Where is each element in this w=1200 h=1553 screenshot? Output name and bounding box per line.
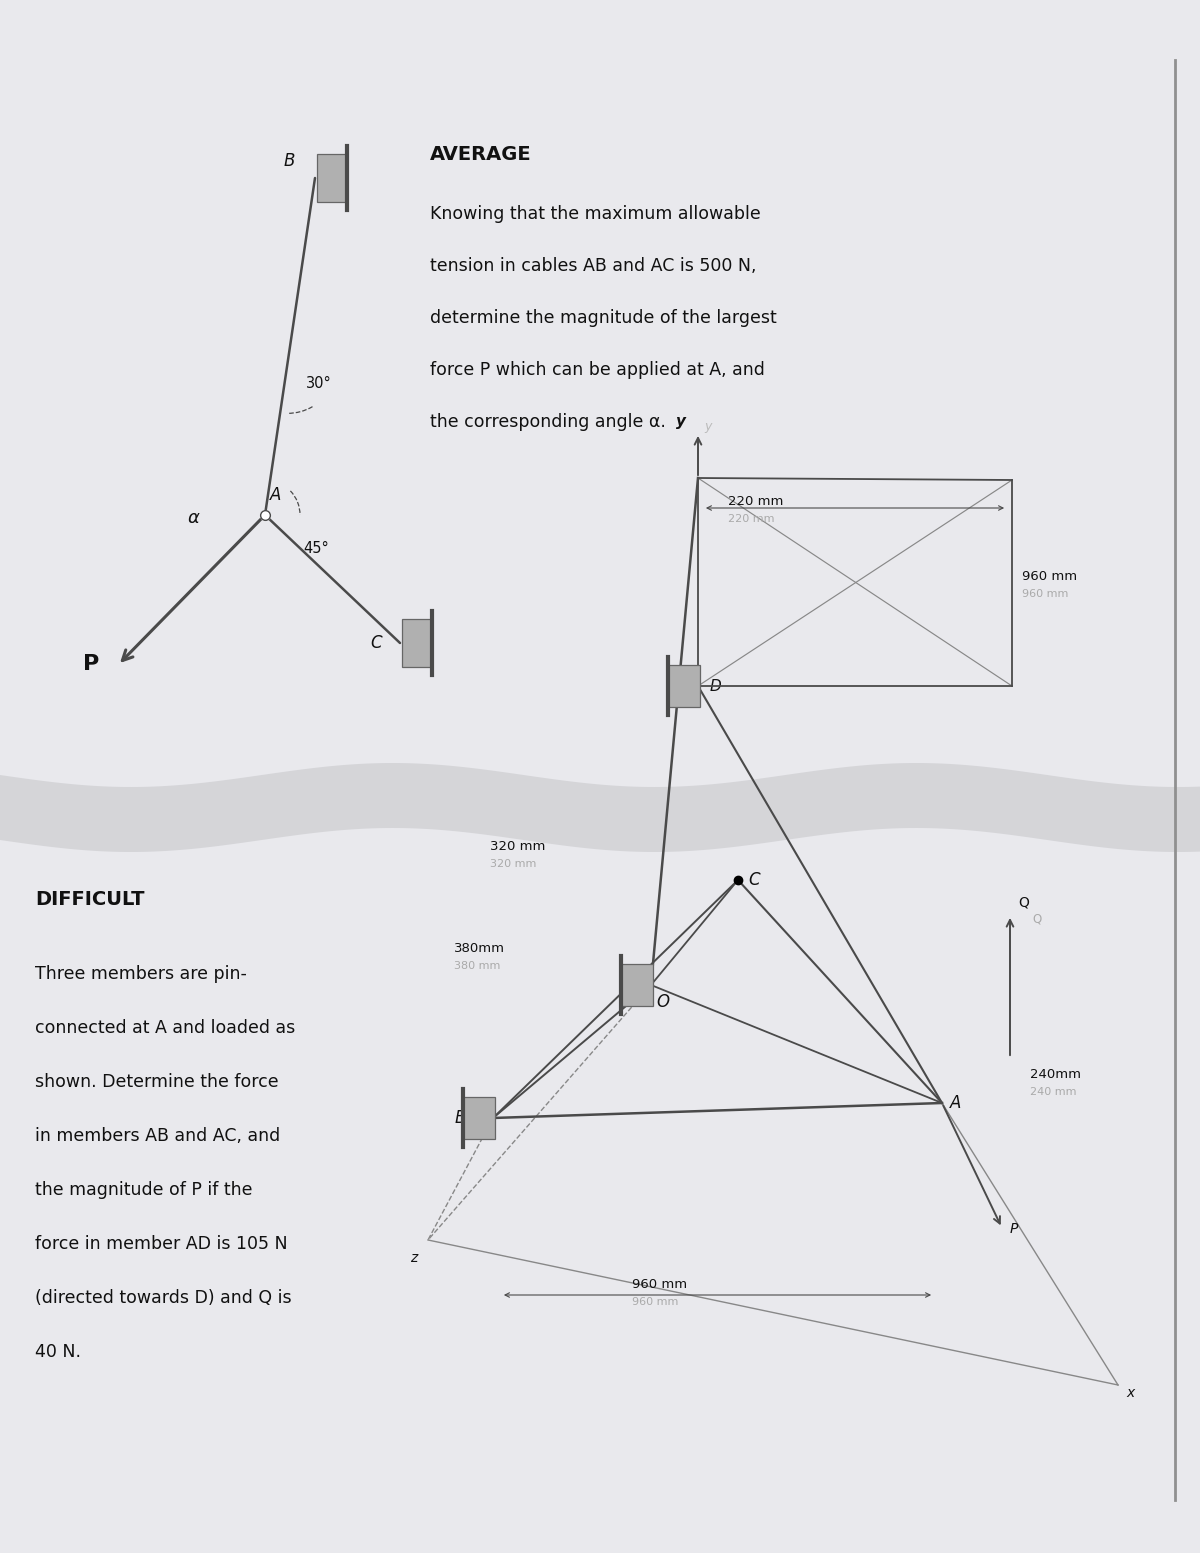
Text: B: B: [283, 152, 295, 169]
Text: in members AB and AC, and: in members AB and AC, and: [35, 1127, 281, 1145]
Text: DIFFICULT: DIFFICULT: [35, 890, 144, 909]
Text: 240 mm: 240 mm: [1030, 1087, 1076, 1096]
Text: A: A: [270, 486, 281, 505]
Text: Q: Q: [1032, 913, 1042, 926]
Text: 240mm: 240mm: [1030, 1068, 1081, 1081]
Text: 220 mm: 220 mm: [728, 495, 784, 508]
Text: 45°: 45°: [302, 540, 329, 556]
Text: O: O: [656, 992, 670, 1011]
Text: y: y: [676, 415, 686, 429]
Text: the magnitude of P if the: the magnitude of P if the: [35, 1180, 252, 1199]
Bar: [402, 620, 432, 666]
Text: 960 mm: 960 mm: [632, 1278, 688, 1291]
Text: force P which can be applied at A, and: force P which can be applied at A, and: [430, 360, 764, 379]
Text: (directed towards D) and Q is: (directed towards D) and Q is: [35, 1289, 292, 1308]
Text: 40 N.: 40 N.: [35, 1343, 82, 1360]
Text: x: x: [1126, 1385, 1134, 1399]
Bar: [463, 1096, 496, 1138]
Text: AVERAGE: AVERAGE: [430, 144, 532, 165]
Bar: [317, 154, 347, 202]
Text: shown. Determine the force: shown. Determine the force: [35, 1073, 278, 1092]
Text: 380 mm: 380 mm: [454, 961, 500, 971]
Text: D: D: [710, 679, 721, 694]
Text: Three members are pin-: Three members are pin-: [35, 964, 247, 983]
Text: B: B: [455, 1109, 467, 1127]
Text: 380mm: 380mm: [454, 943, 505, 955]
Text: 320 mm: 320 mm: [490, 840, 545, 853]
Text: P: P: [1010, 1222, 1019, 1236]
Text: tension in cables AB and AC is 500 N,: tension in cables AB and AC is 500 N,: [430, 256, 756, 275]
Text: C: C: [370, 634, 382, 652]
Bar: [622, 964, 653, 1006]
Text: determine the magnitude of the largest: determine the magnitude of the largest: [430, 309, 776, 328]
Text: A: A: [950, 1093, 961, 1112]
Text: force in member AD is 105 N: force in member AD is 105 N: [35, 1235, 288, 1253]
Text: 30°: 30°: [306, 376, 331, 391]
Text: connected at A and loaded as: connected at A and loaded as: [35, 1019, 295, 1037]
Text: 960 mm: 960 mm: [1022, 570, 1078, 582]
Text: 320 mm: 320 mm: [490, 859, 536, 870]
Text: 960 mm: 960 mm: [1022, 589, 1068, 599]
Text: 960 mm: 960 mm: [632, 1297, 678, 1308]
Text: the corresponding angle α.: the corresponding angle α.: [430, 413, 666, 432]
Text: y: y: [704, 419, 712, 433]
Text: 220 mm: 220 mm: [728, 514, 774, 523]
Text: z: z: [410, 1252, 418, 1266]
Text: α: α: [187, 509, 199, 526]
Bar: [668, 665, 700, 707]
Text: P: P: [83, 654, 100, 674]
Text: C: C: [748, 871, 760, 888]
Text: Knowing that the maximum allowable: Knowing that the maximum allowable: [430, 205, 761, 224]
Text: Q: Q: [1018, 896, 1028, 910]
